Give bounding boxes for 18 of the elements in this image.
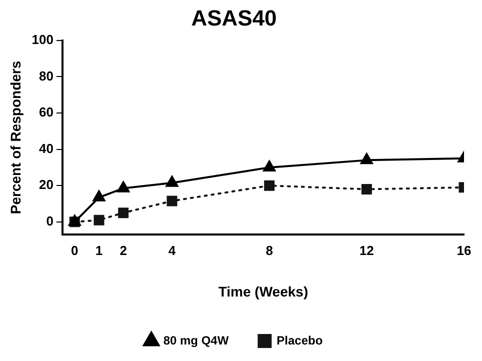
legend-label: Placebo — [276, 333, 323, 348]
x-tick-label: 2 — [120, 242, 127, 258]
y-tick-label: 20 — [39, 177, 54, 192]
x-tick-label: 1 — [95, 242, 103, 258]
x-tick-label: 0 — [71, 242, 78, 258]
x-tick-label: 12 — [359, 242, 374, 258]
x-axis-title: Time (Weeks) — [218, 283, 308, 300]
legend-label: 80 mg Q4W — [163, 333, 230, 348]
y-tick-label: 60 — [39, 104, 54, 120]
y-tick-label: 100 — [32, 32, 54, 47]
x-tick-label: 16 — [456, 242, 472, 258]
y-tick-label: 80 — [39, 68, 54, 84]
y-axis-title: Percent of Responders — [7, 60, 24, 214]
y-tick-label: 40 — [39, 140, 54, 156]
x-tick-label: 8 — [266, 242, 273, 258]
chart-title: ASAS40 — [191, 5, 277, 30]
y-tick-label: 0 — [46, 213, 54, 228]
x-tick-label: 4 — [168, 242, 176, 258]
